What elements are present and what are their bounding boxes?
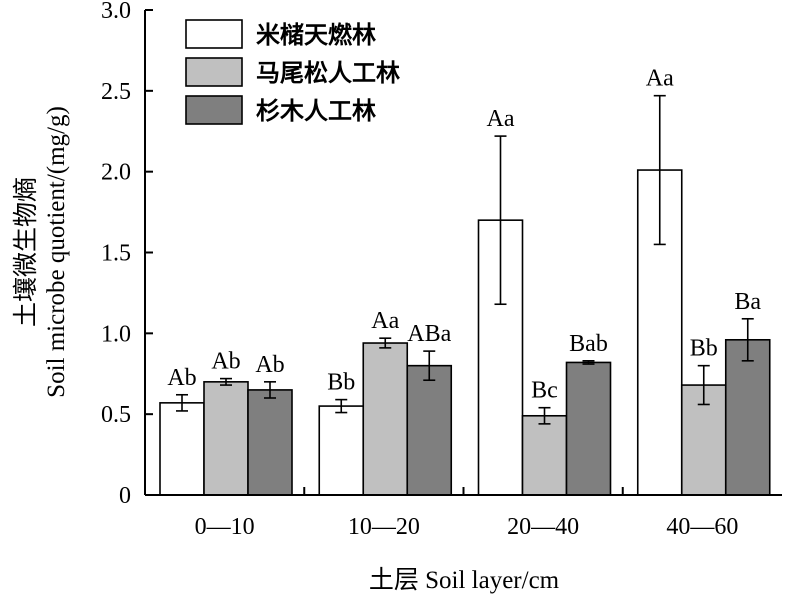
y-tick-label: 1.0 [101,321,131,347]
significance-letter: Ba [734,289,761,315]
legend-swatch [185,19,243,49]
bar [724,338,771,496]
significance-letter: Bc [531,378,558,404]
significance-letters-layer: Ab Ab Ab Bb Aa ABa Aa Bc Bab Aa Bb Ba [167,66,761,404]
legend-swatch [185,57,243,87]
bar [406,364,453,496]
y-axis-title-line2: Soil microbe quotient/(mg/g) [43,106,70,398]
bar [565,361,612,496]
y-axis-title-line1: 土壤微生物熵 [12,177,40,327]
bar [521,414,568,496]
legend-label: 马尾松人工林 [256,59,400,87]
significance-letter: Aa [371,308,399,334]
bar [203,381,249,496]
legend-swatch [185,95,243,125]
significance-letter: Bb [327,370,355,396]
y-tick-label: 1.5 [101,241,131,267]
bars-layer [159,169,771,496]
x-tick-label: 20—40 [507,514,579,540]
legend-label: 米槠天燃林 [256,21,376,49]
bar [318,405,365,496]
significance-letter: Aa [646,66,674,92]
x-tick-label: 0—10 [195,514,255,540]
y-tick-label: 0 [119,483,131,509]
error-bars-layer [176,94,754,425]
significance-letter: Ab [167,365,196,391]
x-tick-label: 40—60 [666,514,738,540]
significance-letter: Bab [569,331,608,357]
y-tick-label: 0.5 [101,402,131,428]
x-axis-title: 土层 Soil layer/cm [369,566,560,594]
bar [159,402,205,496]
significance-letter: Aa [487,106,515,132]
x-ticks-layer: 0—10 10—20 20—40 40—60 [195,487,738,540]
legend-label: 杉木人工林 [256,97,376,125]
x-tick-label: 10—20 [348,514,420,540]
significance-letter: Bb [690,336,718,362]
significance-letter: Ab [255,352,284,378]
y-ticks-layer: 0 0.5 1.0 1.5 2.0 2.5 3.0 [101,0,153,509]
significance-letter: Ab [211,349,240,375]
bar [247,389,293,496]
y-tick-label: 2.0 [101,160,131,186]
y-tick-label: 3.0 [101,0,131,24]
y-tick-label: 2.5 [101,79,131,105]
bar [362,342,409,496]
significance-letter: ABa [407,321,451,347]
